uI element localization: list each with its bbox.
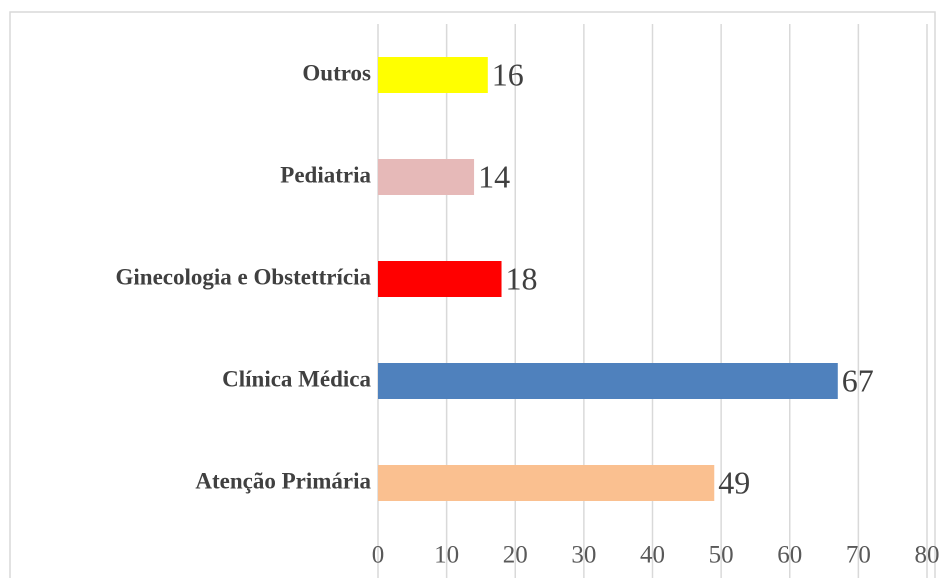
x-tick-label: 40	[640, 542, 665, 569]
y-tick-label: Ginecologia e Obstettrícia	[116, 264, 372, 289]
chart-frame	[9, 11, 936, 578]
bar	[378, 159, 475, 195]
data-label: 18	[506, 260, 538, 296]
bar	[378, 57, 488, 93]
x-tick-label: 0	[372, 542, 385, 569]
data-label: 14	[478, 158, 510, 194]
x-tick-label: 30	[571, 542, 596, 569]
bar	[378, 465, 715, 501]
data-label: 49	[718, 464, 750, 500]
y-tick-label: Outros	[302, 60, 371, 85]
x-tick-label: 80	[915, 542, 940, 569]
y-tick-label: Pediatria	[280, 162, 371, 187]
x-tick-label: 60	[777, 542, 802, 569]
x-tick-label: 10	[434, 542, 459, 569]
data-label: 67	[842, 362, 874, 398]
y-tick-label: Atenção Primária	[195, 468, 371, 493]
x-tick-label: 20	[503, 542, 528, 569]
data-label: 16	[492, 56, 524, 92]
x-tick-label: 70	[846, 542, 871, 569]
x-tick-label: 50	[709, 542, 734, 569]
y-tick-label: Clínica Médica	[222, 366, 371, 391]
bar	[378, 261, 502, 297]
bar	[378, 363, 838, 399]
